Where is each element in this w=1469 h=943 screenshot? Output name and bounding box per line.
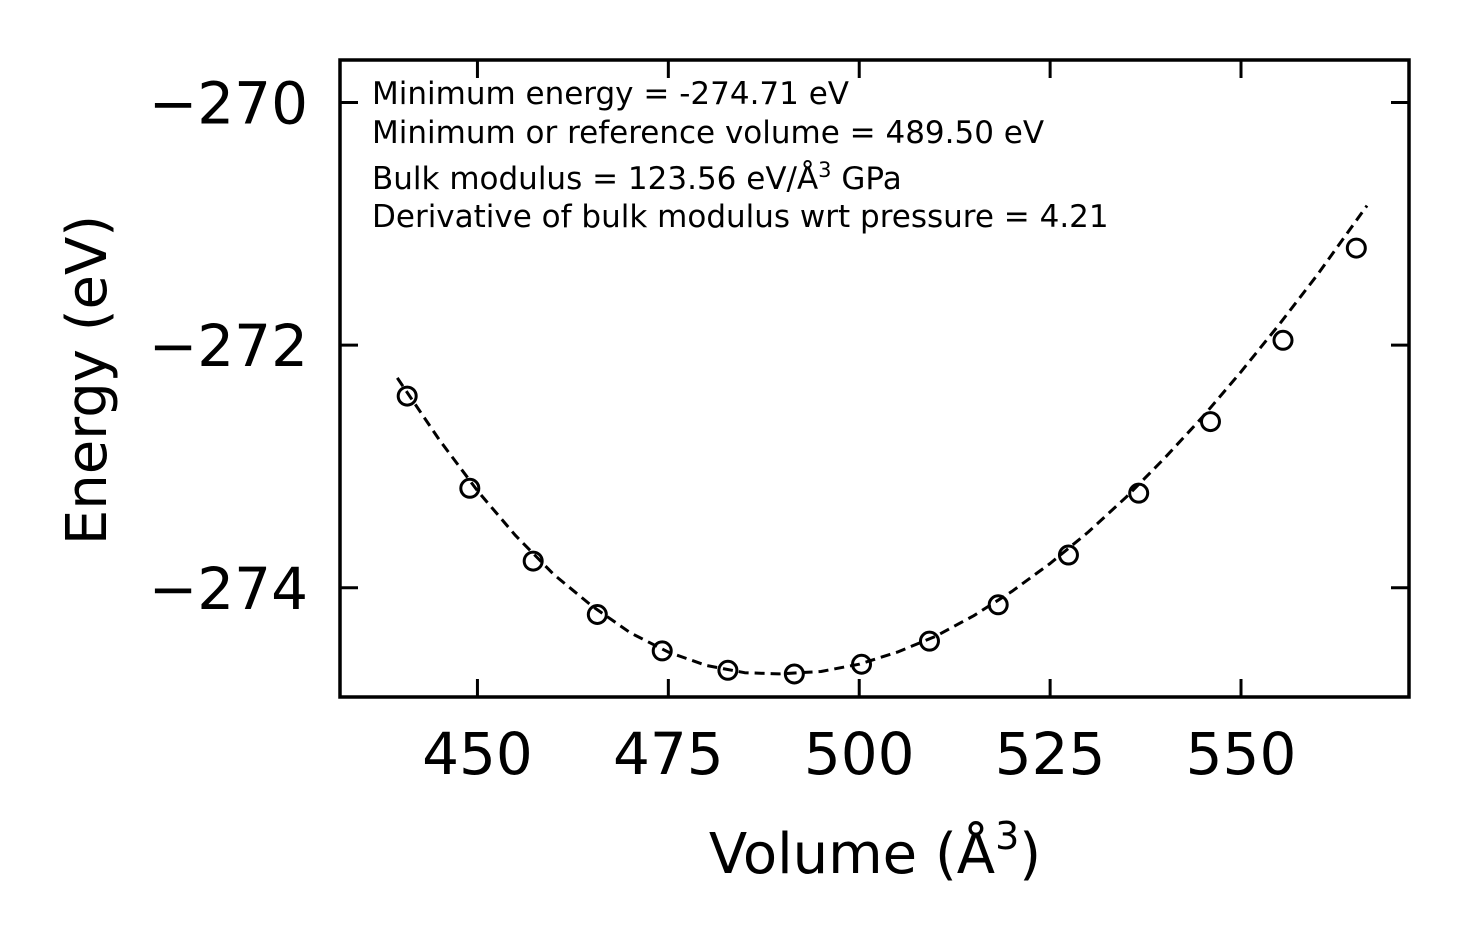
- data-point: [1057, 544, 1079, 566]
- x-tick-label: 450: [422, 720, 533, 788]
- x-tick-label: 550: [1186, 720, 1297, 788]
- data-point: [851, 653, 873, 675]
- data-point: [396, 385, 418, 407]
- data-point: [459, 477, 481, 499]
- x-axis-label-close: ): [1019, 822, 1041, 887]
- data-point: [651, 640, 673, 662]
- x-axis-label-text: Volume (Å: [709, 821, 995, 887]
- data-point: [717, 659, 739, 681]
- data-point: [586, 603, 608, 625]
- y-tick-label: −272: [149, 312, 308, 380]
- y-tick-label: −274: [149, 555, 308, 623]
- fit-line: [396, 204, 1369, 676]
- annotation-bulk-modulus: Bulk modulus = 123.56 eV/Å3 GPa: [372, 158, 902, 197]
- x-tick-label: 475: [613, 720, 724, 788]
- data-point: [918, 630, 940, 652]
- x-tick-label: 525: [995, 720, 1106, 788]
- data-point: [522, 550, 544, 572]
- data-point: [987, 594, 1009, 616]
- annotation-bulk-modulus-sup: 3: [818, 158, 831, 182]
- axis-ticks: 450 475 500 525 550 −270 −272 −274: [149, 60, 1409, 788]
- data-point: [1272, 329, 1294, 351]
- data-point: [1128, 482, 1150, 504]
- annotation-bulk-modulus-unit: GPa: [832, 161, 902, 197]
- x-axis-label-sup: 3: [995, 814, 1019, 858]
- data-point: [783, 663, 805, 685]
- data-point: [1345, 237, 1367, 259]
- annotation-bulk-modulus-text: Bulk modulus = 123.56 eV/Å: [372, 161, 818, 197]
- y-tick-label: −270: [149, 69, 308, 137]
- annotation-min-energy: Minimum energy = -274.71 eV: [372, 76, 849, 112]
- annotation-min-volume: Minimum or reference volume = 489.50 eV: [372, 115, 1044, 151]
- x-axis-label: Volume (Å3): [709, 814, 1041, 887]
- data-series: [396, 204, 1369, 685]
- plot-frame: [338, 58, 1411, 699]
- y-axis-label: Energy (eV): [55, 215, 120, 545]
- data-point: [1199, 411, 1221, 433]
- annotation-bulk-derivative: Derivative of bulk modulus wrt pressure …: [372, 199, 1109, 235]
- x-tick-label: 500: [804, 720, 915, 788]
